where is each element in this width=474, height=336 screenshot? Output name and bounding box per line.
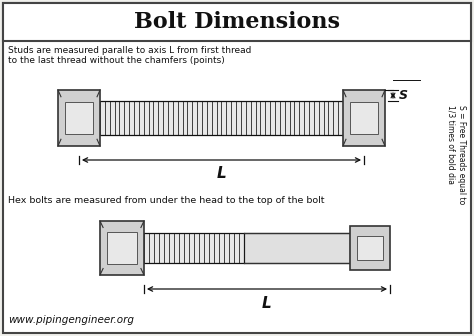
Bar xyxy=(350,102,378,134)
Text: Bolt Dimensions: Bolt Dimensions xyxy=(134,11,340,33)
Bar xyxy=(144,233,244,263)
Bar xyxy=(100,221,144,275)
Bar xyxy=(357,236,383,260)
Bar xyxy=(107,232,137,264)
Bar xyxy=(65,102,93,134)
Text: S = Free Threads equal to
1/3 times of bold dia: S = Free Threads equal to 1/3 times of b… xyxy=(447,106,465,205)
Text: L: L xyxy=(217,167,227,181)
Text: Hex bolts are measured from under the head to the top of the bolt: Hex bolts are measured from under the he… xyxy=(8,196,325,205)
Bar xyxy=(100,101,343,135)
Text: www.pipingengineer.org: www.pipingengineer.org xyxy=(8,315,134,325)
Text: S: S xyxy=(399,89,408,102)
Bar xyxy=(244,233,350,263)
Bar xyxy=(343,90,385,146)
Bar xyxy=(350,226,390,269)
Bar xyxy=(3,3,471,41)
Text: L: L xyxy=(262,295,272,310)
Bar xyxy=(58,90,100,146)
Text: Studs are measured paralle to axis L from first thread
to the last thread withou: Studs are measured paralle to axis L fro… xyxy=(8,46,251,66)
